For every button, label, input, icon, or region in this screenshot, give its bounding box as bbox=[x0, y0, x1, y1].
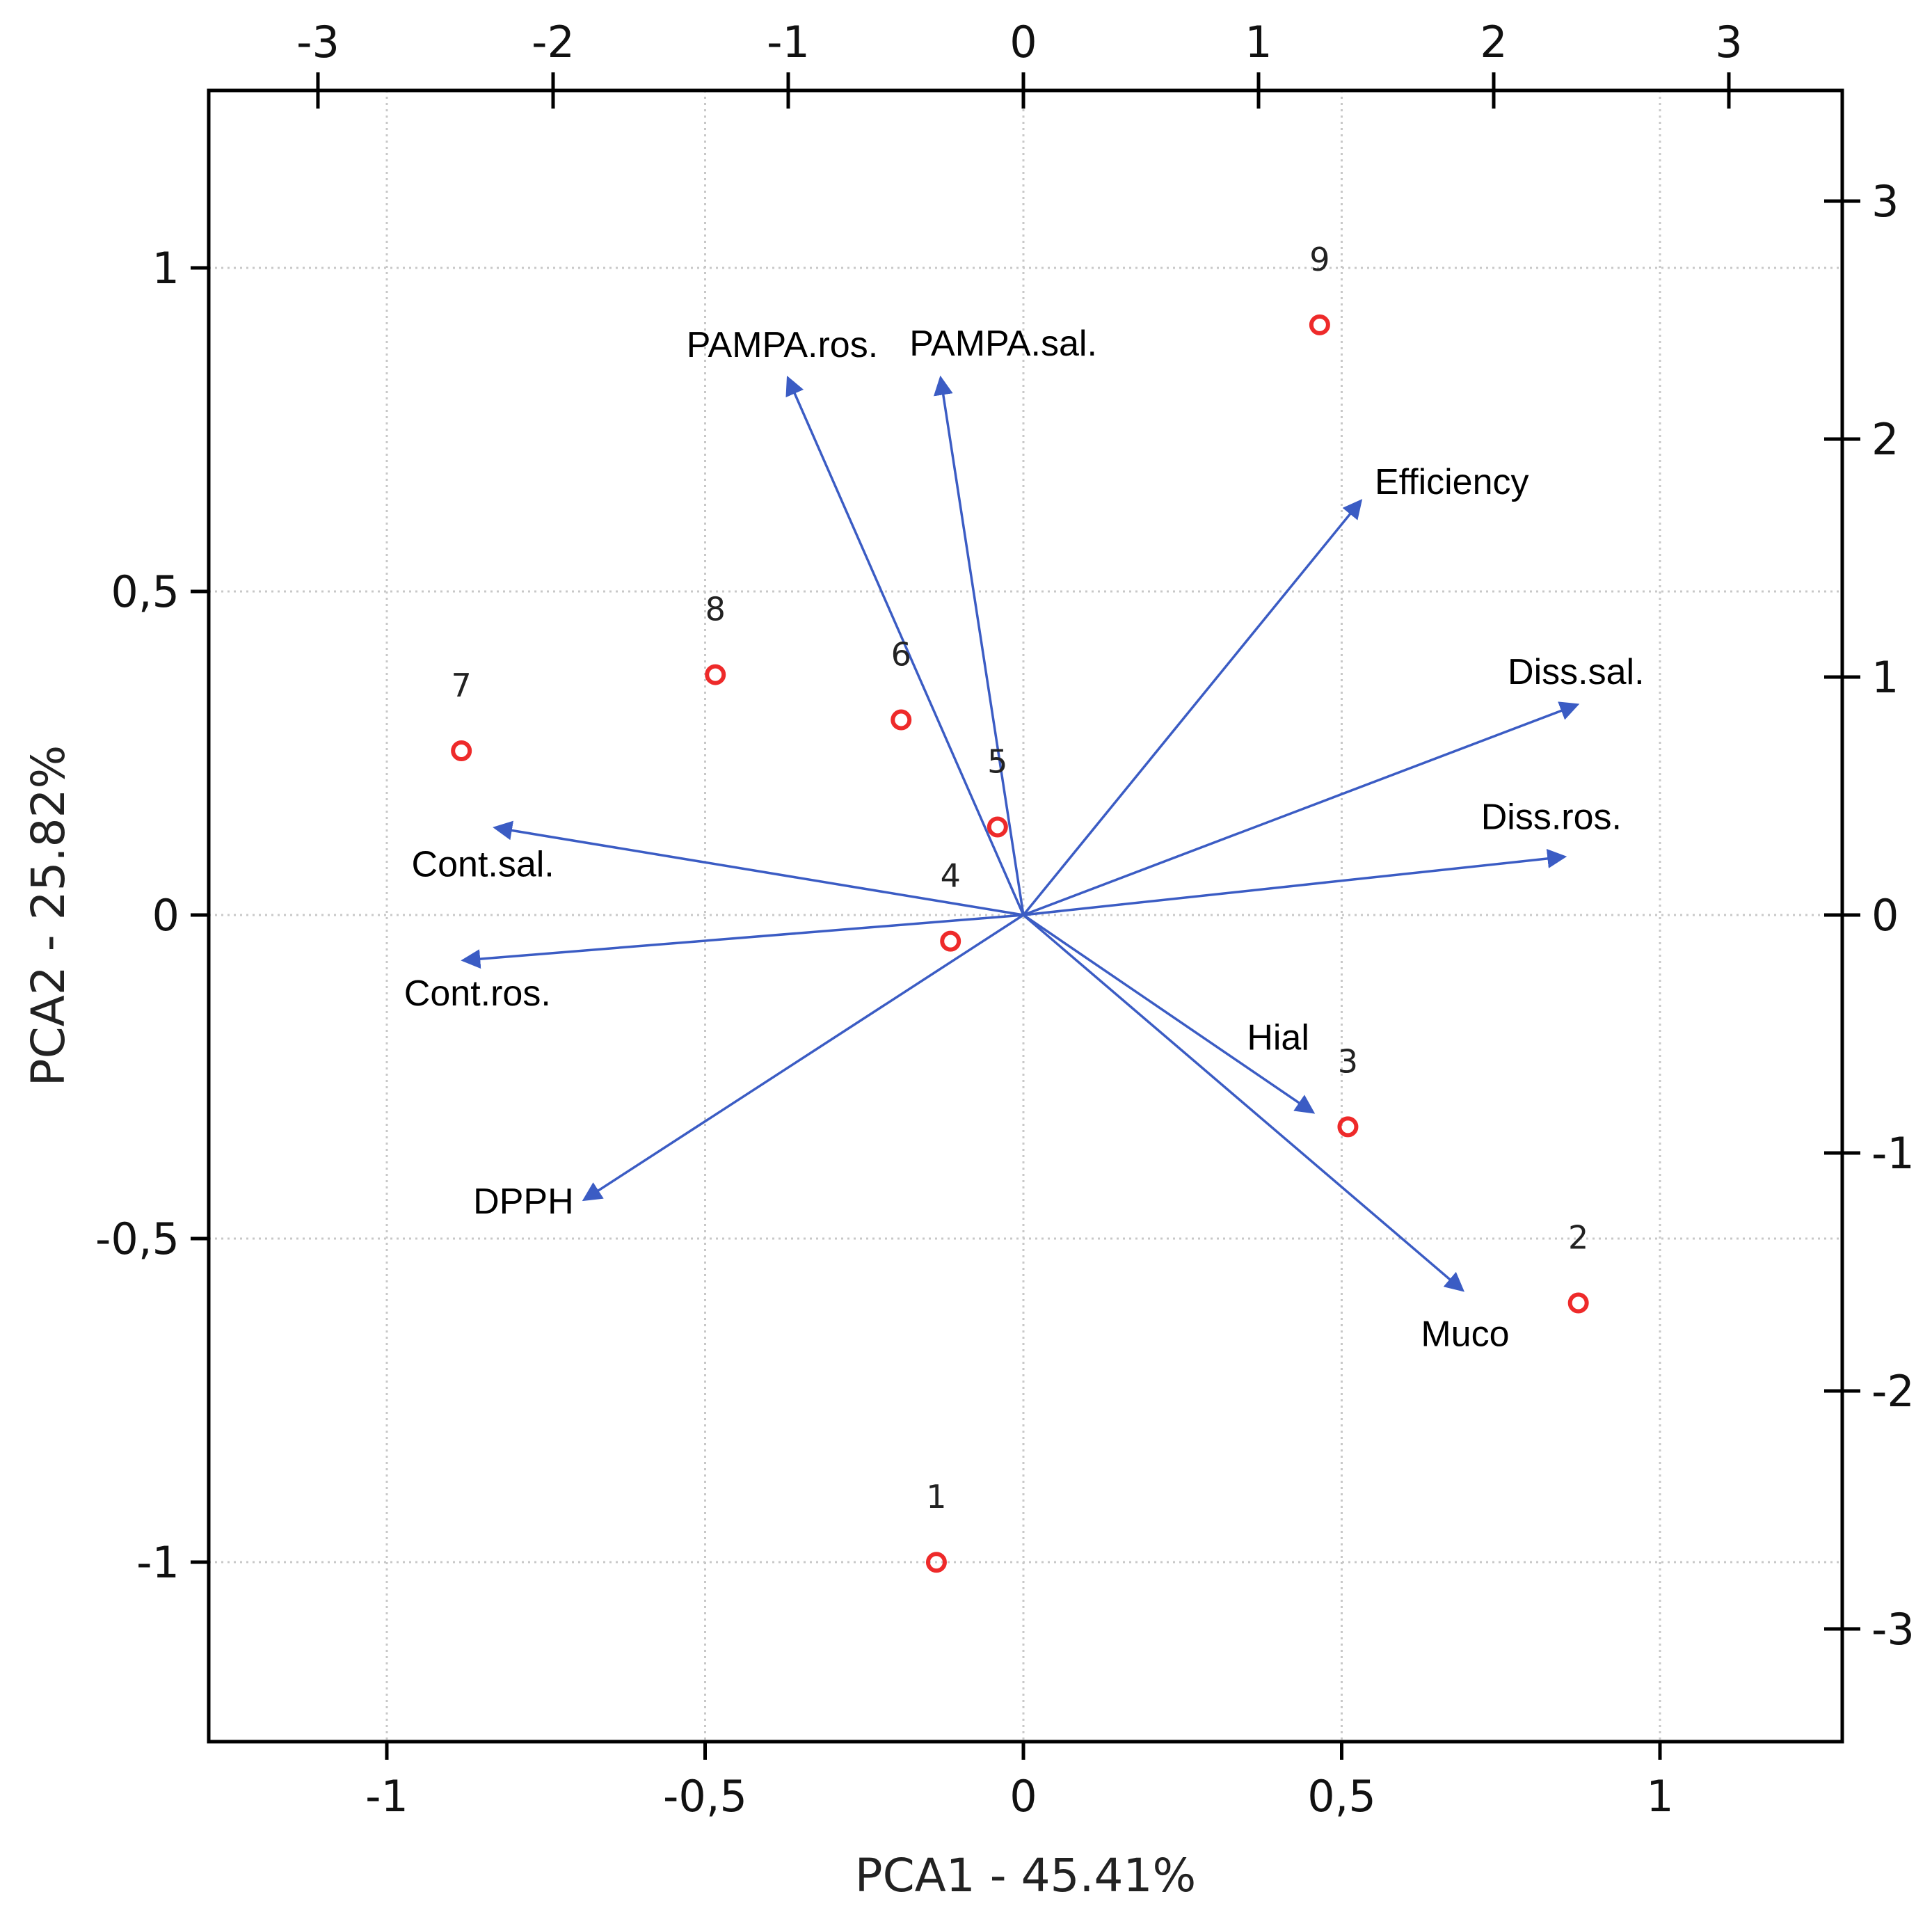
top-tick-label: 0 bbox=[1009, 17, 1037, 67]
axis-ticks: -1 -0,5 0 0,5 1 -1 -0,5 0 0,5 1 -3 -2 -1 0 1 2 3 -3 -2 -1 0 1… bbox=[95, 17, 1915, 1822]
score-point-label: 9 bbox=[1309, 241, 1330, 278]
loading-arrow bbox=[1023, 849, 1567, 916]
loading-label: Diss.ros. bbox=[1481, 797, 1622, 837]
score-point-label: 5 bbox=[987, 742, 1007, 780]
x-axis-title: PCA1 - 45.41% bbox=[855, 1849, 1196, 1902]
loading-arrow bbox=[493, 820, 1024, 916]
x-tick-label: 0 bbox=[1009, 1771, 1037, 1822]
loading-arrow bbox=[461, 914, 1024, 969]
y-tick-label: -0,5 bbox=[95, 1214, 179, 1264]
top-tick-label: 1 bbox=[1245, 17, 1272, 67]
loading-arrows: PAMPA.ros. PAMPA.sal. Efficiency Diss.sal. D… bbox=[404, 324, 1645, 1354]
top-tick-label: 3 bbox=[1715, 17, 1742, 67]
y-axis-title: PCA2 - 25.82% bbox=[22, 745, 75, 1086]
loading-arrow bbox=[1023, 914, 1316, 1114]
score-point bbox=[925, 1552, 947, 1573]
top-tick-label: -2 bbox=[532, 17, 575, 67]
loading-label: Efficiency bbox=[1375, 462, 1529, 502]
plot-frame bbox=[207, 88, 1844, 1744]
loading-arrow bbox=[582, 914, 1024, 1202]
loading-label: Diss.sal. bbox=[1508, 652, 1644, 692]
loading-arrow bbox=[933, 375, 1025, 916]
y-tick-label: 0,5 bbox=[111, 566, 179, 617]
right-tick-label: -2 bbox=[1871, 1366, 1915, 1417]
top-tick-label: 2 bbox=[1480, 17, 1507, 67]
score-point-label: 2 bbox=[1568, 1218, 1588, 1256]
score-point-label: 7 bbox=[452, 667, 472, 704]
loading-label: Hial bbox=[1247, 1018, 1309, 1058]
loading-label: Muco bbox=[1421, 1314, 1509, 1354]
score-point-label: 8 bbox=[705, 591, 726, 628]
score-point-label: 1 bbox=[926, 1478, 946, 1516]
loading-arrow bbox=[785, 375, 1025, 916]
score-points: 1 2 3 4 5 6 7 8 9 bbox=[451, 241, 1589, 1573]
score-point bbox=[451, 740, 472, 762]
loading-label: Cont.ros. bbox=[404, 973, 551, 1014]
score-point bbox=[1309, 314, 1330, 335]
score-point bbox=[1567, 1292, 1589, 1314]
loading-label: Cont.sal. bbox=[412, 844, 554, 884]
loading-label: PAMPA.ros. bbox=[687, 325, 878, 365]
right-tick-label: 3 bbox=[1871, 176, 1899, 227]
x-tick-label: 1 bbox=[1646, 1771, 1673, 1822]
right-tick-label: -3 bbox=[1871, 1604, 1915, 1655]
score-point-label: 6 bbox=[891, 636, 911, 674]
score-point bbox=[1337, 1116, 1359, 1138]
score-point bbox=[987, 816, 1008, 838]
score-point-label: 4 bbox=[941, 857, 961, 895]
y-tick-label: 1 bbox=[152, 243, 179, 294]
loading-label: DPPH bbox=[473, 1182, 573, 1222]
right-tick-label: 2 bbox=[1871, 414, 1899, 465]
loading-arrow bbox=[1022, 914, 1465, 1292]
x-tick-label: -0,5 bbox=[663, 1771, 747, 1822]
score-point bbox=[705, 664, 726, 685]
top-tick-label: -3 bbox=[296, 17, 340, 67]
score-point-label: 3 bbox=[1338, 1042, 1358, 1080]
score-point bbox=[891, 709, 912, 731]
right-tick-label: -1 bbox=[1871, 1128, 1915, 1179]
right-tick-label: 1 bbox=[1871, 652, 1899, 703]
right-tick-label: 0 bbox=[1871, 890, 1899, 941]
loading-arrow bbox=[1023, 701, 1580, 916]
y-tick-label: 0 bbox=[152, 890, 179, 941]
y-tick-label: -1 bbox=[136, 1537, 179, 1588]
loading-arrow bbox=[1022, 499, 1363, 916]
score-point bbox=[940, 930, 961, 952]
x-tick-label: 0,5 bbox=[1307, 1771, 1376, 1822]
loading-label: PAMPA.sal. bbox=[909, 324, 1097, 364]
top-tick-label: -1 bbox=[767, 17, 810, 67]
x-tick-label: -1 bbox=[365, 1771, 408, 1822]
